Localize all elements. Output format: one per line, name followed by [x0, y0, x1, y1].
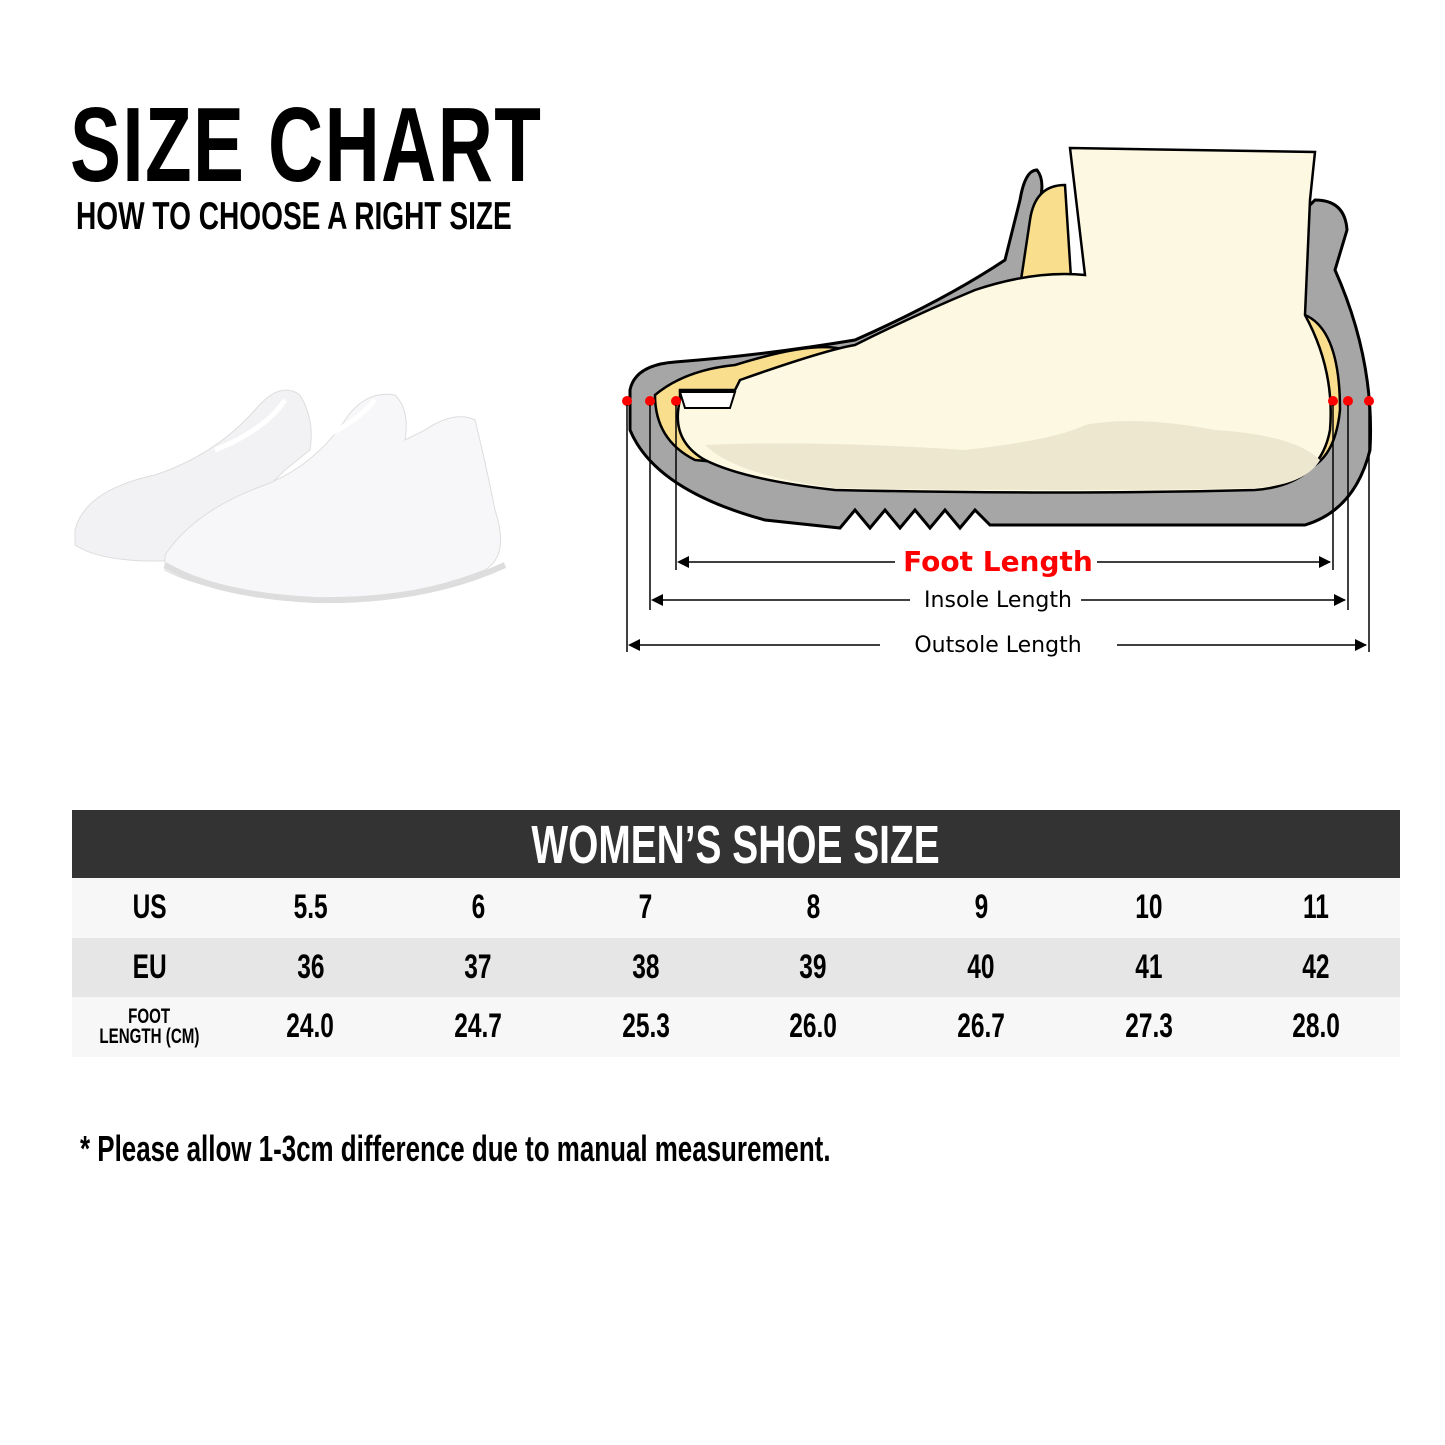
row-label: FOOT LENGTH (CM) [99, 1004, 200, 1048]
table-cell: 24.7 [454, 1007, 502, 1046]
table-cell: 36 [296, 947, 325, 986]
table-row-foot-length: FOOT LENGTH (CM) 24.0 24.7 25.3 26.0 26.… [72, 997, 1400, 1057]
measurement-points [622, 396, 1374, 406]
row-label: EU [132, 947, 167, 986]
table-cell: 26.0 [789, 1007, 838, 1046]
table-cell: 8 [806, 888, 821, 927]
table-cell: 27.3 [1124, 1007, 1173, 1046]
page-subtitle: HOW TO CHOOSE A RIGHT SIZE [76, 195, 512, 238]
page-title: SIZE CHART [70, 86, 543, 204]
table-cell: 11 [1303, 888, 1330, 927]
table-cell: 38 [632, 947, 660, 986]
table-cell: 25.3 [621, 1007, 670, 1046]
foot-measurement-diagram: Foot Length Insole Length Outsole Length [622, 146, 1374, 658]
table-cell: 9 [974, 888, 988, 927]
table-cell: 24.0 [286, 1007, 335, 1046]
table-cell: 42 [1302, 947, 1330, 986]
table-cell: 6 [471, 888, 485, 927]
table-cell: 28.0 [1292, 1007, 1341, 1046]
table-cell: 26.7 [957, 1007, 1005, 1046]
row-label: US [132, 888, 167, 927]
outsole-length-label: Outsole Length [914, 633, 1081, 658]
table-cell: 39 [799, 947, 827, 986]
insole-length-label: Insole Length [924, 588, 1072, 613]
sneaker-image [74, 389, 507, 604]
table-cell: 41 [1134, 947, 1163, 986]
foot-length-label: Foot Length [903, 545, 1093, 578]
table-title: WOMEN’S SHOE SIZE [72, 810, 1400, 878]
table-cell: 10 [1134, 888, 1163, 927]
measurement-note: * Please allow 1-3cm difference due to m… [80, 1128, 831, 1169]
size-table: WOMEN’S SHOE SIZE US 5.5 6 7 8 9 10 11 E… [72, 810, 1400, 1057]
table-row-us: US 5.5 6 7 8 9 10 11 [72, 878, 1400, 938]
table-cell: 40 [967, 947, 995, 986]
foot-shape [676, 146, 1332, 494]
table-cell: 7 [638, 888, 653, 927]
table-cell: 5.5 [293, 888, 328, 927]
table-row-eu: EU 36 37 38 39 40 41 42 [72, 937, 1400, 997]
table-cell: 37 [464, 947, 492, 986]
